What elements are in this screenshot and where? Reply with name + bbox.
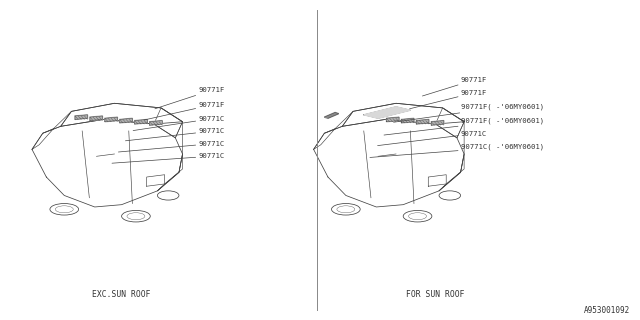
Text: 90771F( -'06MY0601): 90771F( -'06MY0601) (384, 118, 544, 135)
Text: EXC.SUN ROOF: EXC.SUN ROOF (92, 290, 151, 299)
Polygon shape (387, 117, 399, 122)
Text: 90771F( -'06MY0601): 90771F( -'06MY0601) (394, 104, 544, 122)
Polygon shape (105, 117, 117, 122)
Polygon shape (135, 119, 147, 124)
Polygon shape (120, 118, 132, 123)
Text: 90771C: 90771C (125, 128, 225, 141)
Polygon shape (150, 121, 162, 125)
Text: 90771C: 90771C (112, 153, 225, 163)
Polygon shape (364, 107, 410, 118)
Polygon shape (90, 116, 102, 121)
Text: 90771F: 90771F (144, 102, 225, 120)
Text: FOR SUN ROOF: FOR SUN ROOF (406, 290, 465, 299)
Text: 90771C: 90771C (133, 116, 225, 131)
Text: 90771F: 90771F (410, 90, 487, 109)
Text: A953001092: A953001092 (584, 306, 630, 315)
Text: 90771F: 90771F (422, 77, 487, 96)
Polygon shape (401, 118, 414, 123)
Text: 90771C: 90771C (378, 131, 487, 146)
Polygon shape (75, 115, 88, 119)
Text: 90771F: 90771F (155, 87, 225, 109)
Polygon shape (324, 113, 339, 118)
Polygon shape (431, 121, 444, 125)
Text: 90771C( -'06MY0601): 90771C( -'06MY0601) (370, 144, 544, 157)
Polygon shape (417, 119, 429, 124)
Text: 90771C: 90771C (118, 141, 225, 152)
